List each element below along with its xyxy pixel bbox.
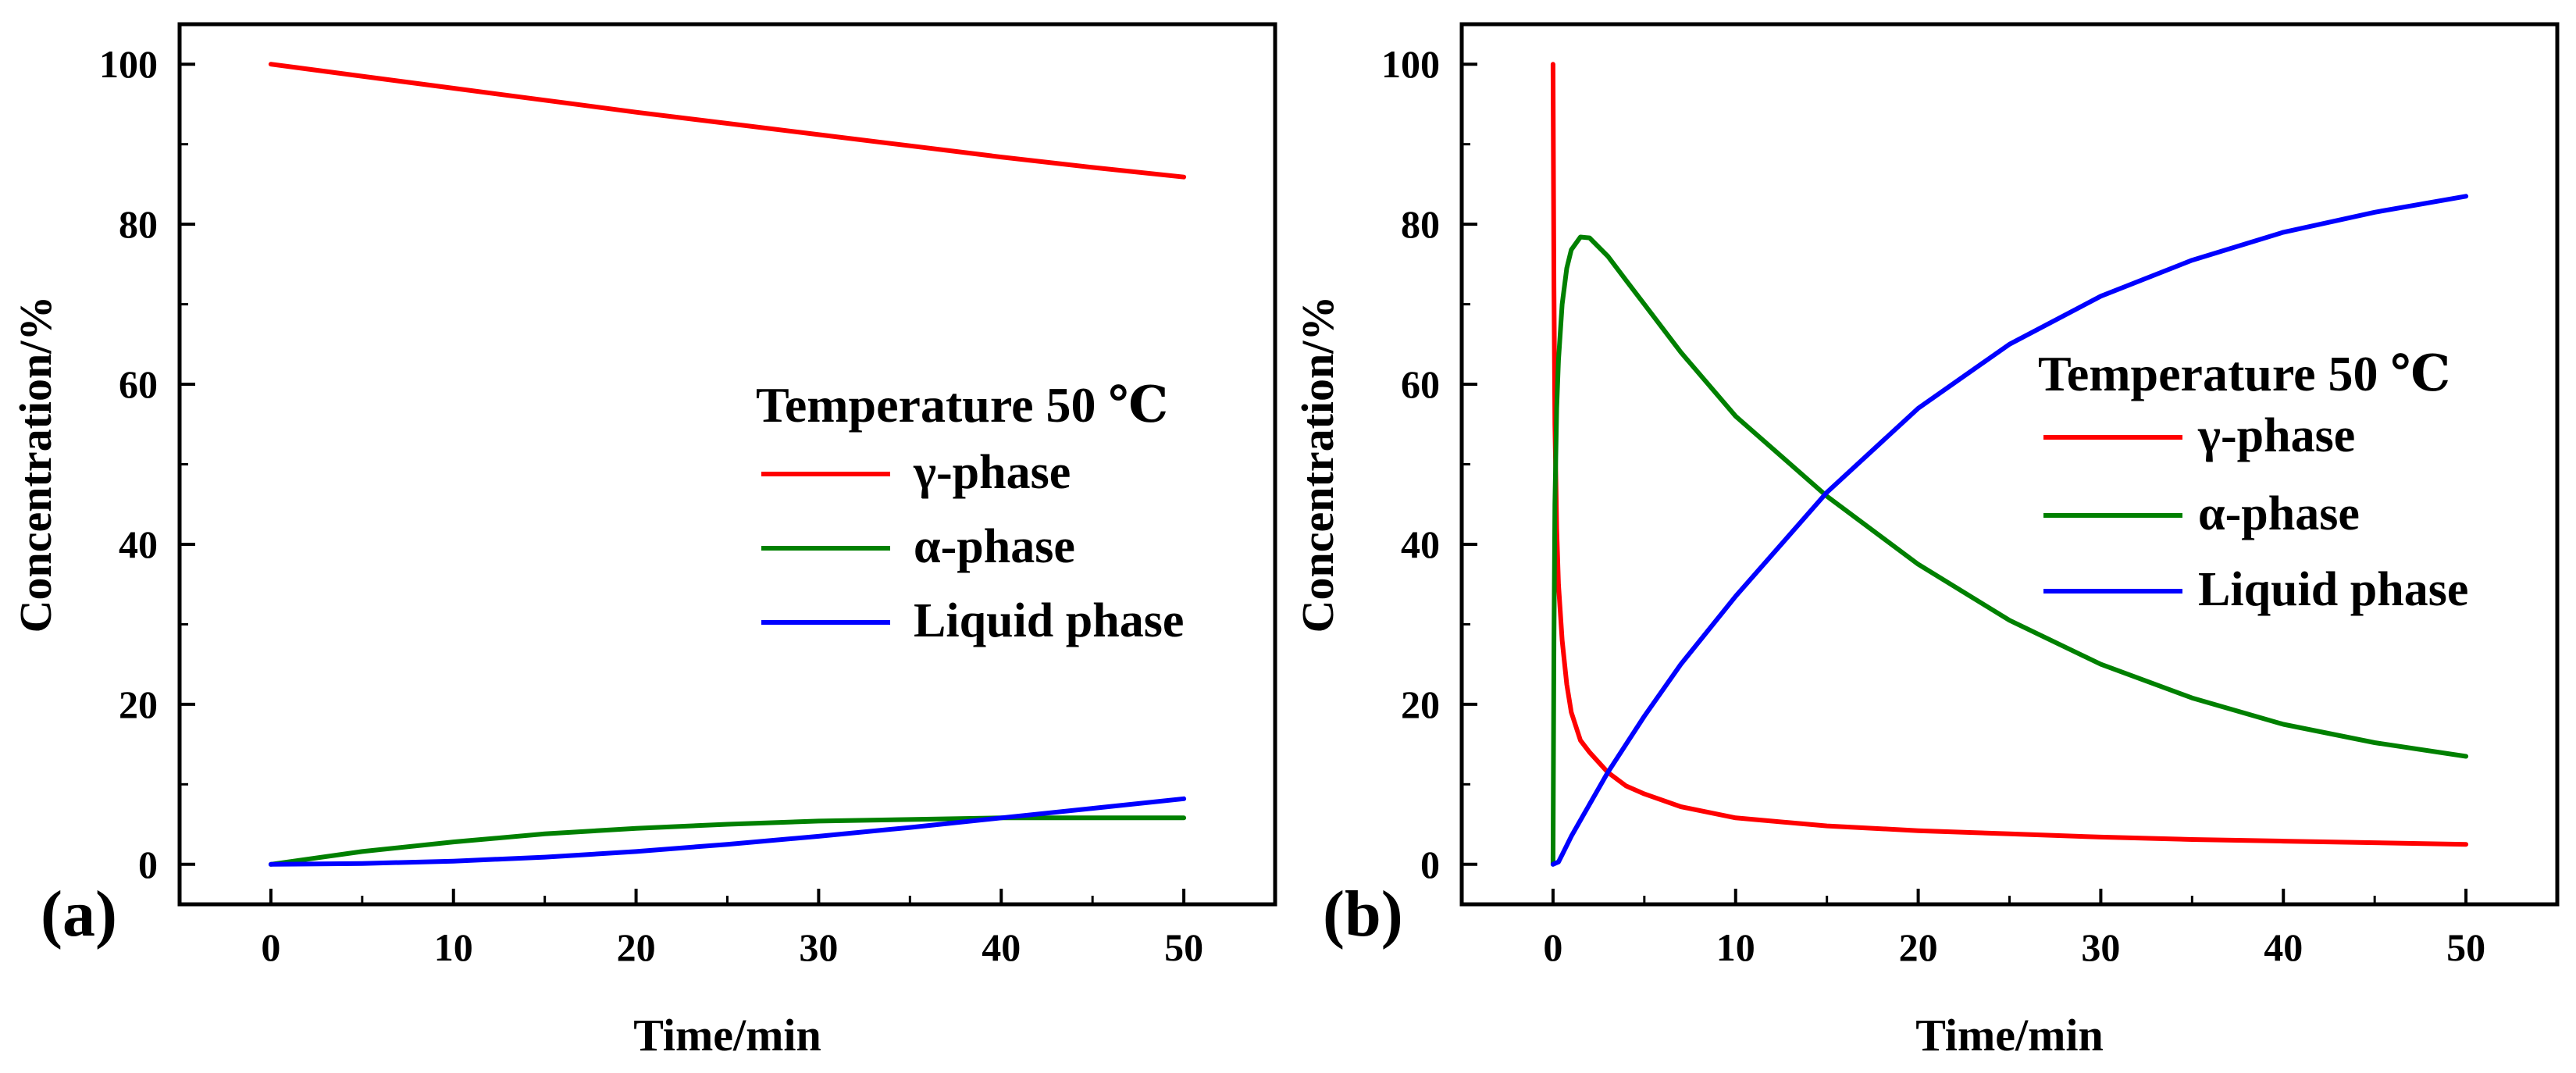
y-tick-label-b: 0 bbox=[1420, 843, 1440, 886]
legend-b: Temperature 50 ℃ γ-phase α-phase Liquid … bbox=[2038, 346, 2468, 616]
x-tick-label-b: 30 bbox=[2081, 925, 2120, 969]
x-tick-label-b: 40 bbox=[2264, 925, 2303, 969]
x-tick-label-b: 50 bbox=[2446, 925, 2485, 969]
x-tick-label-a: 40 bbox=[982, 925, 1021, 969]
y-tick-label-b: 60 bbox=[1401, 362, 1440, 406]
series-line-phase-a bbox=[268, 815, 1187, 867]
series-line-phase-b bbox=[1550, 234, 2469, 867]
x-tick-label-b: 20 bbox=[1899, 925, 1938, 969]
ticks-layer-b: 0 10 20 30 40 50 0 20 40 60 80 100 bbox=[1381, 42, 2485, 969]
legend-title-a: Temperature 50 ℃ bbox=[756, 377, 1168, 433]
legend-title-b: Temperature 50 ℃ bbox=[2038, 346, 2450, 401]
x-axis-title-b: Time/min bbox=[1915, 1010, 2104, 1061]
plot-frame-b bbox=[1459, 22, 2560, 907]
legend-label-gamma-phase-a: γ-phase bbox=[913, 446, 1071, 499]
y-tick-label-a: 60 bbox=[119, 362, 158, 406]
y-tick-label-b: 100 bbox=[1381, 42, 1440, 86]
legend-label-liquid-phase-b: Liquid phase bbox=[2198, 563, 2468, 616]
series-line-liquid-phase-a bbox=[268, 796, 1187, 867]
series-line-phase-b bbox=[1550, 62, 2469, 847]
chart-panel-b: 0 10 20 30 40 50 0 20 40 60 80 100 Temperature 50 ℃… bbox=[1292, 22, 2560, 1061]
y-axis-title-b: Concentration/% bbox=[1292, 296, 1343, 633]
x-tick-label-a: 50 bbox=[1164, 925, 1203, 969]
y-tick-label-a: 20 bbox=[119, 683, 158, 726]
x-tick-label-b: 0 bbox=[1543, 925, 1562, 969]
x-axis-title-a: Time/min bbox=[633, 1010, 821, 1061]
x-tick-label-a: 30 bbox=[799, 925, 838, 969]
series-layer-a bbox=[268, 62, 1187, 867]
legend-label-alpha-phase-b: α-phase bbox=[2198, 487, 2360, 540]
x-tick-label-a: 10 bbox=[434, 925, 473, 969]
y-tick-label-b: 40 bbox=[1401, 522, 1440, 566]
legend-label-gamma-phase-b: γ-phase bbox=[2197, 409, 2355, 462]
x-tick-label-a: 0 bbox=[261, 925, 280, 969]
panel-label-b: (b) bbox=[1323, 878, 1403, 950]
y-axis-title-a: Concentration/% bbox=[10, 296, 61, 633]
chart-panel-a: 0 10 20 30 40 50 0 20 40 60 80 100 Temperature 50 ℃… bbox=[10, 22, 1277, 1061]
x-tick-label-b: 10 bbox=[1716, 925, 1755, 969]
y-tick-label-a: 40 bbox=[119, 522, 158, 566]
y-tick-label-b: 20 bbox=[1401, 683, 1440, 726]
series-line-liquid-phase-b bbox=[1550, 194, 2469, 867]
series-layer-b bbox=[1550, 62, 2469, 867]
y-tick-label-a: 0 bbox=[138, 843, 158, 886]
ticks-layer-a: 0 10 20 30 40 50 0 20 40 60 80 100 bbox=[99, 42, 1203, 969]
legend-label-liquid-phase-a: Liquid phase bbox=[914, 594, 1184, 647]
legend-a: Temperature 50 ℃ γ-phase α-phase Liquid … bbox=[756, 377, 1184, 647]
y-tick-label-a: 100 bbox=[99, 42, 158, 86]
legend-label-alpha-phase-a: α-phase bbox=[914, 520, 1075, 573]
panel-label-a: (a) bbox=[41, 878, 117, 950]
x-tick-label-a: 20 bbox=[617, 925, 656, 969]
y-tick-label-a: 80 bbox=[119, 202, 158, 246]
y-tick-label-b: 80 bbox=[1401, 202, 1440, 246]
series-line-phase-a bbox=[268, 62, 1187, 180]
plot-frame-a bbox=[177, 22, 1277, 907]
